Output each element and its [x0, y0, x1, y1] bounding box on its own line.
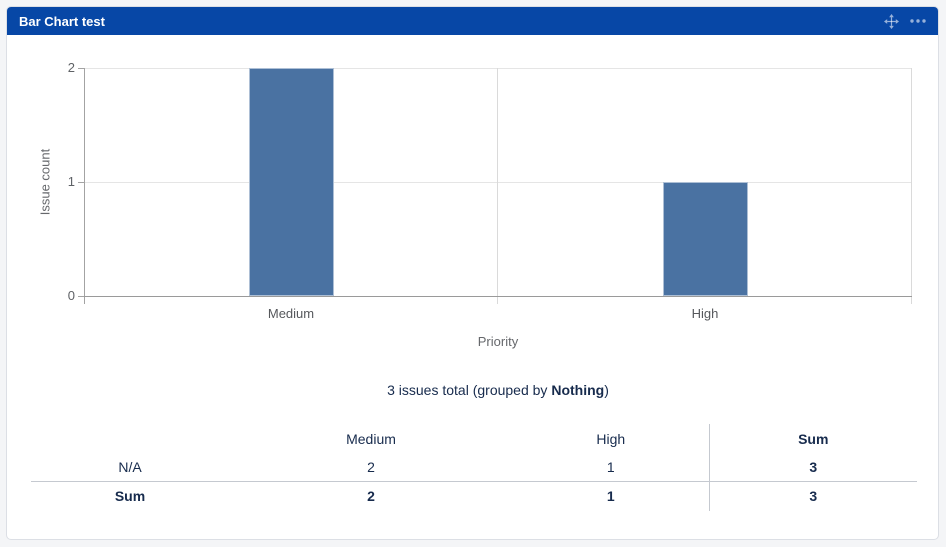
y-axis-line: [84, 68, 85, 304]
move-icon[interactable]: [884, 13, 899, 29]
cell-na-high: 1: [606, 458, 615, 475]
summary-suffix: ): [604, 382, 609, 398]
bar-high[interactable]: [662, 182, 748, 296]
row-label-na: N/A: [118, 458, 142, 475]
cell-sum-high: 1: [513, 480, 709, 511]
y-tick-label-2: 2: [67, 60, 75, 75]
y-tickmark-2: [78, 68, 84, 69]
summary-prefix: 3 issues total (grouped by: [387, 382, 552, 398]
y-tick-label-0: 0: [67, 288, 75, 303]
gadget-title: Bar Chart test: [19, 13, 105, 29]
column-header-high: High: [596, 430, 626, 447]
x-axis-line: [78, 296, 912, 297]
totals-table: Medium High Sum N/A 2 1 3 Sum 2 1 3: [31, 424, 917, 511]
issues-total-summary: 3 issues total (grouped by Nothing): [84, 381, 912, 399]
column-header-medium: Medium: [346, 430, 396, 447]
plot-area: [78, 68, 912, 304]
plot-right-border-line: [911, 68, 912, 304]
column-header-sum: Sum: [708, 424, 917, 453]
y-tick-label-1: 1: [67, 174, 75, 189]
y-tickmark-1: [78, 182, 84, 183]
ellipsis-menu-icon[interactable]: [910, 19, 926, 23]
gadget-header: Bar Chart test: [7, 7, 938, 35]
x-category-label-high: High: [691, 306, 719, 321]
bar-medium[interactable]: [248, 68, 334, 296]
cell-na-medium: 2: [367, 458, 375, 475]
category-separator-line: [497, 68, 498, 304]
gridline-y1: [84, 182, 912, 183]
x-axis-title: Priority: [477, 334, 519, 349]
cell-sum-medium: 2: [229, 480, 513, 511]
y-tickmark-0: [78, 296, 84, 297]
summary-group-by: Nothing: [551, 382, 605, 398]
gridline-y2: [84, 68, 912, 69]
bar-chart-gadget: Bar Chart test: [6, 6, 939, 540]
y-axis-title: Issue count: [37, 148, 53, 216]
cell-sum-sum: 3: [708, 480, 917, 511]
x-category-label-medium: Medium: [267, 306, 315, 321]
table-row: N/A 2 1 3: [31, 453, 917, 481]
table-corner-cell: [31, 424, 229, 453]
row-label-sum: Sum: [31, 480, 229, 511]
table-row: Sum 2 1 3: [31, 480, 917, 511]
cell-na-sum: 3: [708, 453, 917, 481]
gadget-header-actions: [884, 13, 926, 29]
table-header-row: Medium High Sum: [31, 424, 917, 453]
